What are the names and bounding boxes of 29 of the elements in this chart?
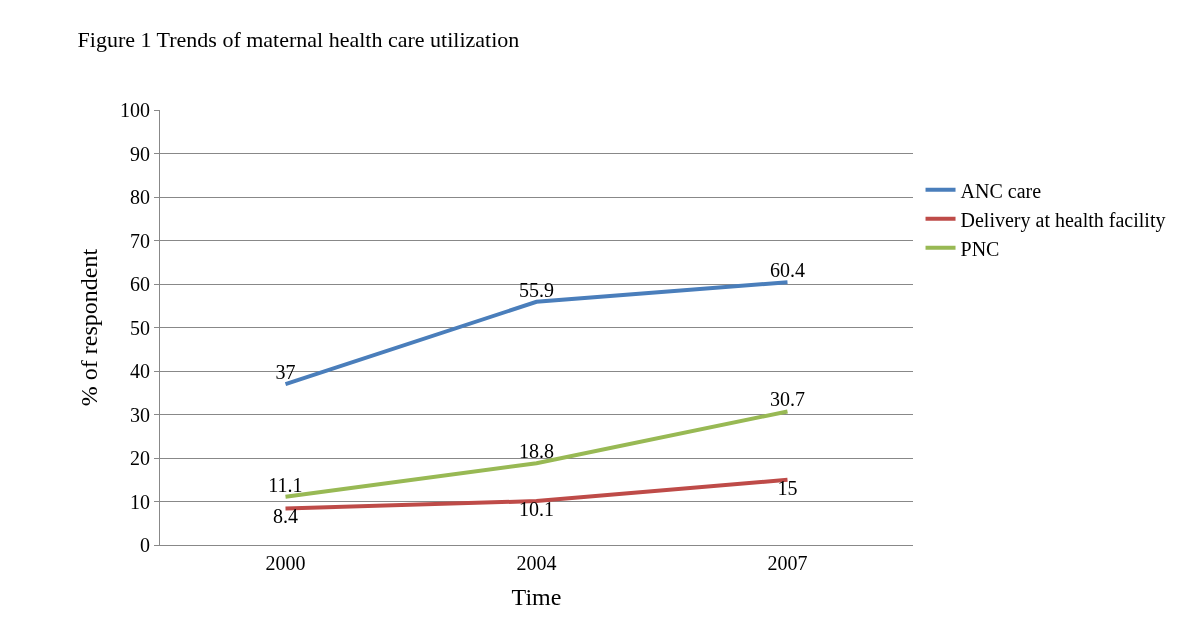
y-tick-label: 80 — [130, 186, 150, 208]
data-label: 11.1 — [268, 473, 303, 496]
y-tick-label: 100 — [120, 99, 150, 121]
data-label: 55.9 — [519, 278, 554, 301]
data-label: 37 — [275, 361, 296, 384]
data-label: 30.7 — [770, 388, 805, 411]
y-tick-label: 50 — [130, 316, 150, 339]
legend-label: ANC care — [960, 179, 1042, 202]
y-axis-title: % of respondent — [76, 248, 103, 407]
x-tick-label: 2004 — [516, 552, 557, 574]
data-label: 10.1 — [519, 498, 554, 521]
y-tick-label: 60 — [130, 273, 150, 295]
y-tick-label: 40 — [130, 360, 150, 382]
data-label: 8.4 — [273, 505, 298, 528]
legend-label: Delivery at health facility — [960, 208, 1166, 232]
y-tick-label: 30 — [130, 403, 150, 426]
x-axis-title: Time — [511, 584, 562, 611]
y-tick-label: 10 — [130, 490, 150, 513]
y-tick-label: 0 — [140, 534, 150, 556]
data-label: 60.4 — [770, 259, 805, 282]
data-label: 18.8 — [519, 440, 554, 463]
legend-label: PNC — [960, 237, 1000, 260]
x-tick-label: 2000 — [265, 552, 306, 574]
data-label: 15 — [777, 476, 798, 499]
y-tick-label: 20 — [130, 447, 150, 469]
y-tick-label: 90 — [130, 142, 150, 165]
chart-title: Figure 1 Trends of maternal health care utilization — [77, 26, 520, 52]
x-tick-label: 2007 — [767, 552, 808, 574]
y-tick-label: 70 — [130, 229, 150, 252]
